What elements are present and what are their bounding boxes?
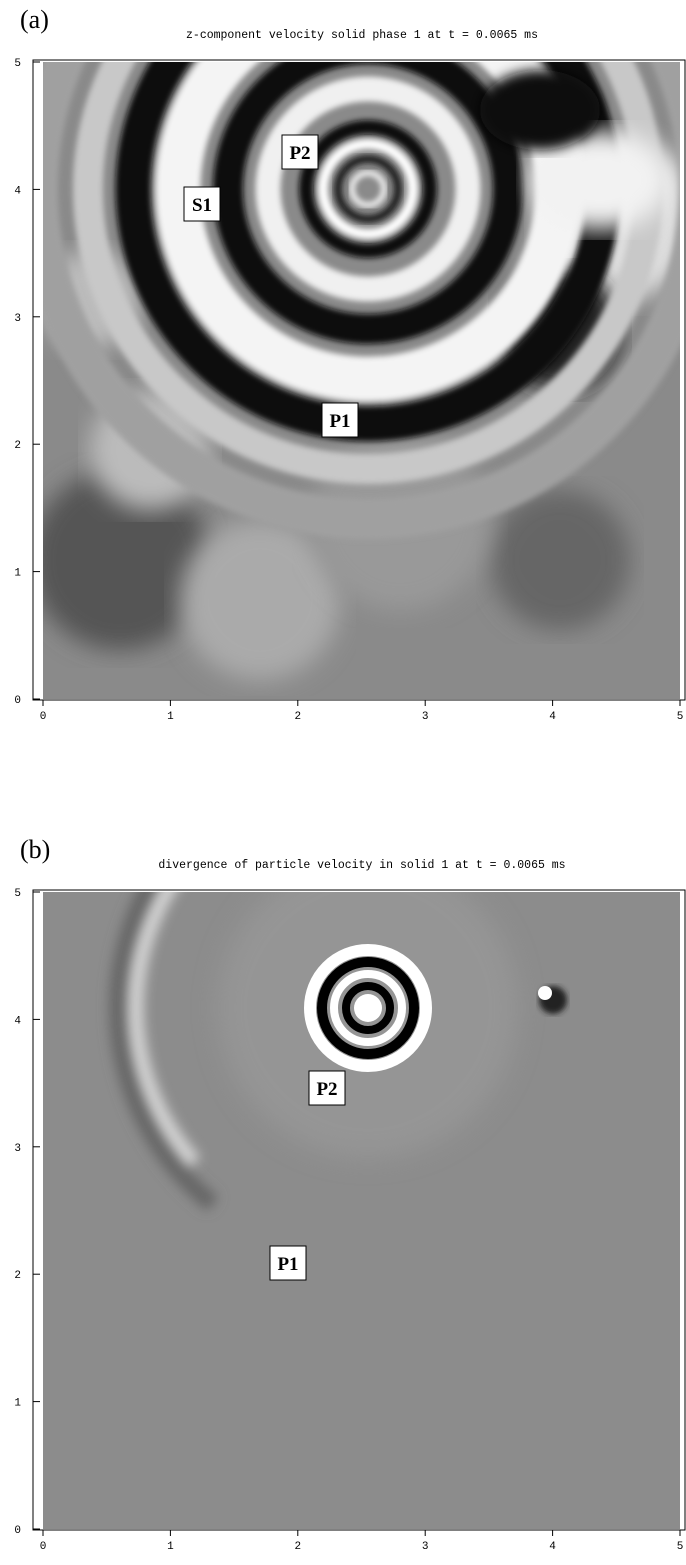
x-tick-label: 5 (677, 1541, 684, 1553)
x-tick-label: 4 (549, 1541, 556, 1553)
field-blob (354, 994, 382, 1022)
field-blob (480, 70, 600, 150)
panel-label: (a) (20, 5, 49, 34)
x-tick-label: 4 (549, 711, 556, 723)
annotation: P1 (329, 411, 350, 432)
y-tick-label: 4 (14, 185, 21, 197)
panel-label: (b) (20, 835, 50, 864)
x-tick-label: 5 (677, 711, 684, 723)
panel: (a) z-component velocity solid phase 1 at… (14, 0, 686, 723)
y-tick-label: 3 (14, 313, 21, 325)
panel-title: divergence of particle velocity in solid… (158, 859, 565, 872)
y-tick-label: 5 (14, 58, 21, 70)
x-tick-label: 0 (40, 711, 47, 723)
y-tick-label: 0 (14, 1525, 21, 1537)
x-tick-label: 3 (422, 711, 429, 723)
annotation: P1 (277, 1254, 298, 1275)
panel: (b) divergence of particle velocity in so… (14, 758, 685, 1553)
figure: (a) z-component velocity solid phase 1 at… (0, 0, 686, 1565)
annotation: P2 (316, 1079, 337, 1100)
plot-area (30, 0, 686, 699)
annotation: S1 (192, 195, 212, 216)
y-tick-label: 2 (14, 1270, 21, 1282)
panel-title: z-component velocity solid phase 1 at t … (186, 29, 538, 42)
plot-area (43, 758, 680, 1529)
x-tick-label: 1 (167, 1541, 174, 1553)
field-blob (538, 986, 552, 1000)
x-tick-label: 3 (422, 1541, 429, 1553)
y-tick-label: 1 (14, 1398, 21, 1410)
x-tick-label: 2 (294, 1541, 301, 1553)
x-tick-label: 1 (167, 711, 174, 723)
annotation: P2 (289, 143, 310, 164)
y-tick-label: 3 (14, 1143, 21, 1155)
field-blob (490, 490, 630, 630)
y-tick-label: 1 (14, 568, 21, 580)
y-tick-label: 4 (14, 1015, 21, 1027)
y-tick-label: 5 (14, 888, 21, 900)
x-tick-label: 2 (294, 711, 301, 723)
y-tick-label: 2 (14, 440, 21, 452)
x-tick-label: 0 (40, 1541, 47, 1553)
y-tick-label: 0 (14, 695, 21, 707)
